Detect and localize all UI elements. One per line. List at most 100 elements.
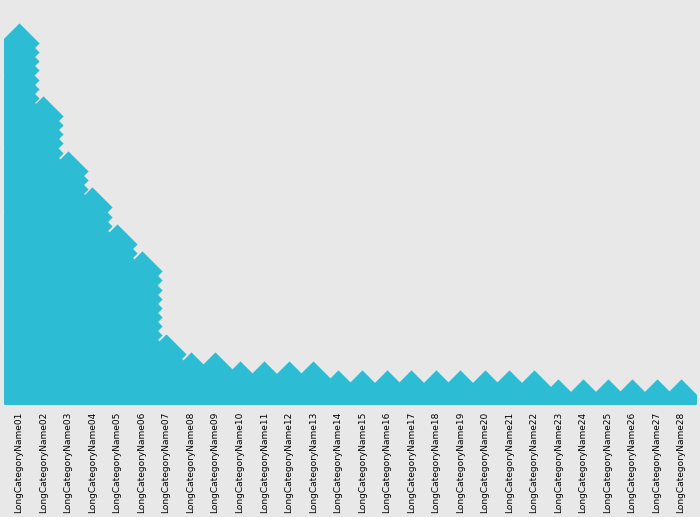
Point [111,258,122,266]
Point [258,395,270,403]
Point [13,322,24,330]
Point [62,349,74,358]
Point [13,57,24,65]
Point [430,395,442,403]
Point [602,395,613,403]
Point [160,395,172,403]
Point [136,331,147,340]
Point [87,395,98,403]
Point [307,386,318,394]
Point [62,340,74,348]
Point [13,167,24,175]
Point [111,331,122,340]
Point [111,386,122,394]
Point [13,258,24,266]
Point [62,395,74,403]
Point [87,359,98,367]
Point [209,386,220,394]
Point [528,395,540,403]
Point [185,377,196,385]
Point [111,267,122,276]
Point [38,158,49,166]
Point [87,203,98,211]
Point [87,231,98,239]
Point [13,240,24,248]
Point [62,285,74,294]
Point [307,377,318,385]
Point [87,267,98,276]
Point [87,313,98,321]
Point [87,212,98,221]
Point [13,84,24,93]
Point [13,340,24,348]
Point [62,167,74,175]
Point [38,386,49,394]
Point [87,340,98,348]
Point [676,395,687,403]
Point [111,322,122,330]
Point [13,140,24,148]
Point [13,359,24,367]
Point [504,386,515,394]
Point [258,386,270,394]
Point [13,304,24,312]
Point [111,340,122,348]
Point [283,377,294,385]
Point [111,295,122,303]
Point [13,66,24,74]
Point [87,285,98,294]
Point [38,258,49,266]
Point [136,277,147,285]
Point [62,331,74,340]
Point [111,313,122,321]
Point [111,285,122,294]
Point [111,359,122,367]
Point [455,395,466,403]
Point [62,240,74,248]
Point [209,368,220,376]
Point [382,386,393,394]
Point [87,349,98,358]
Point [234,395,245,403]
Point [38,222,49,230]
Point [13,130,24,139]
Point [136,322,147,330]
Point [13,148,24,157]
Point [13,158,24,166]
Point [136,285,147,294]
Point [136,295,147,303]
Point [111,395,122,403]
Point [62,185,74,193]
Point [38,395,49,403]
Point [13,395,24,403]
Point [13,368,24,376]
Point [13,249,24,257]
Point [38,121,49,129]
Point [160,349,172,358]
Point [62,386,74,394]
Point [13,194,24,203]
Point [136,340,147,348]
Point [13,277,24,285]
Point [307,395,318,403]
Point [283,395,294,403]
Point [38,377,49,385]
Point [13,203,24,211]
Point [38,295,49,303]
Point [38,112,49,120]
Point [382,395,393,403]
Point [136,395,147,403]
Point [406,386,417,394]
Point [136,267,147,276]
Point [13,112,24,120]
Point [62,258,74,266]
Point [87,386,98,394]
Point [38,304,49,312]
Point [38,148,49,157]
Point [111,377,122,385]
Point [13,285,24,294]
Point [62,277,74,285]
Point [136,386,147,394]
Point [553,395,564,403]
Point [185,386,196,394]
